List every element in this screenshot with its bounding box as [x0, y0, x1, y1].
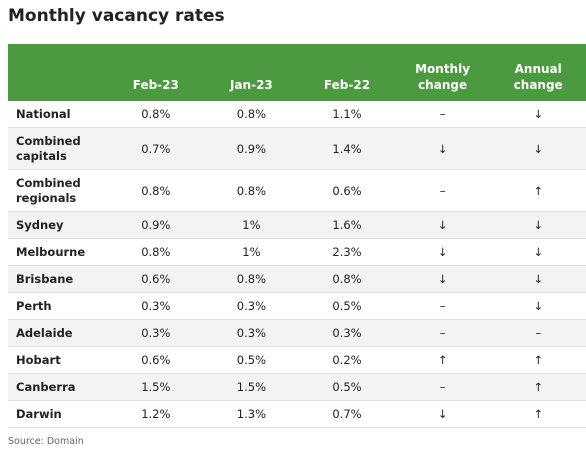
cell: 0.7%: [108, 127, 204, 170]
cell: –: [394, 292, 491, 320]
cell: 1.5%: [203, 373, 300, 401]
header-row: Feb-23 Jan-23 Feb-22 Monthly change Annual c…: [8, 44, 586, 101]
cell: ↑: [490, 169, 586, 212]
column-header: Feb-23: [108, 44, 204, 101]
table-row: Brisbane 0.6% 0.8% 0.8% ↓ ↓: [8, 265, 586, 293]
header-text: Feb-22: [323, 78, 371, 92]
cell: 0.3%: [299, 319, 395, 347]
column-header: Feb-22: [299, 44, 395, 101]
row-label: Perth: [8, 292, 108, 320]
title: Monthly vacancy rates: [8, 6, 225, 26]
cell: ↑: [490, 373, 586, 401]
cell: 1.3%: [203, 400, 300, 428]
cell: 0.6%: [299, 169, 395, 212]
column-header: Monthly change: [394, 44, 491, 101]
cell: ↑: [490, 346, 586, 374]
row-label: Sydney: [8, 211, 108, 239]
cell: 0.9%: [203, 127, 300, 170]
cell: ↓: [490, 127, 586, 170]
table-row: Darwin 1.2% 1.3% 0.7% ↓ ↑: [8, 400, 586, 428]
cell: 1.6%: [299, 211, 395, 239]
cell: 0.8%: [299, 265, 395, 293]
row-label: Brisbane: [8, 265, 108, 293]
source: Source: Domain: [8, 436, 84, 447]
row-label: Adelaide: [8, 319, 108, 347]
cell: 0.7%: [299, 400, 395, 428]
cell: 0.8%: [203, 169, 300, 212]
cell: 1%: [203, 238, 300, 266]
cell: 0.5%: [299, 292, 395, 320]
cell: ↓: [394, 265, 491, 293]
cell: 1.4%: [299, 127, 395, 170]
cell: 0.8%: [108, 238, 204, 266]
cell: 0.8%: [203, 101, 300, 128]
row-label: Hobart: [8, 346, 108, 374]
row-label: Canberra: [8, 373, 108, 401]
cell: ↓: [394, 211, 491, 239]
column-header: Annual change: [490, 44, 586, 101]
header-text: Feb-23: [132, 78, 179, 92]
cell: 1%: [203, 211, 300, 239]
cell: 0.2%: [299, 346, 395, 374]
cell: –: [490, 319, 586, 347]
cell: ↑: [490, 400, 586, 428]
table-row: National 0.8% 0.8% 1.1% – ↓: [8, 101, 586, 128]
cell: ↓: [394, 127, 491, 170]
cell: ↓: [490, 265, 586, 293]
table-row: Hobart 0.6% 0.5% 0.2% ↑ ↑: [8, 346, 586, 374]
cell: ↓: [394, 400, 491, 428]
cell: 1.1%: [299, 101, 395, 128]
table-row: Melbourne 0.8% 1% 2.3% ↓ ↓: [8, 238, 586, 266]
table-row: Perth 0.3% 0.3% 0.5% – ↓: [8, 292, 586, 320]
table-row: Adelaide 0.3% 0.3% 0.3% – –: [8, 319, 586, 347]
table-row: Combined capitals 0.7% 0.9% 1.4% ↓ ↓: [8, 127, 586, 170]
cell: 0.8%: [108, 169, 204, 212]
cell: ↓: [490, 211, 586, 239]
table-row: Canberra 1.5% 1.5% 0.5% – ↑: [8, 373, 586, 401]
cell: 0.8%: [108, 101, 204, 128]
cell: –: [394, 169, 491, 212]
cell: ↓: [490, 292, 586, 320]
cell: ↓: [490, 238, 586, 266]
row-label: Darwin: [8, 400, 108, 428]
column-header: [8, 44, 108, 101]
cell: 2.3%: [299, 238, 395, 266]
cell: 0.9%: [108, 211, 204, 239]
cell: 0.8%: [203, 265, 300, 293]
cell: ↑: [394, 346, 491, 374]
row-label: National: [8, 101, 108, 128]
cell: –: [394, 101, 491, 128]
header-text: Monthly change: [415, 62, 471, 92]
cell: 0.3%: [108, 319, 204, 347]
cell: 0.5%: [299, 373, 395, 401]
cell: –: [394, 373, 491, 401]
header-text: Annual change: [513, 62, 563, 92]
row-label: Combined regionals: [8, 169, 108, 212]
cell: 0.3%: [108, 292, 204, 320]
table-row: Combined regionals 0.8% 0.8% 0.6% – ↑: [8, 169, 586, 212]
vacancy-table: Feb-23 Jan-23 Feb-22 Monthly change Annual c…: [8, 44, 586, 428]
table-row: Sydney 0.9% 1% 1.6% ↓ ↓: [8, 211, 586, 239]
cell: ↓: [394, 238, 491, 266]
cell: 1.2%: [108, 400, 204, 428]
row-label: Combined capitals: [8, 127, 108, 170]
cell: 0.6%: [108, 346, 204, 374]
cell: 1.5%: [108, 373, 204, 401]
cell: 0.6%: [108, 265, 204, 293]
cell: ↓: [490, 101, 586, 128]
cell: 0.3%: [203, 292, 300, 320]
cell: –: [394, 319, 491, 347]
cell: 0.3%: [203, 319, 300, 347]
cell: 0.5%: [203, 346, 300, 374]
row-label: Melbourne: [8, 238, 108, 266]
column-header: Jan-23: [203, 44, 300, 101]
header-text: Jan-23: [229, 78, 273, 92]
